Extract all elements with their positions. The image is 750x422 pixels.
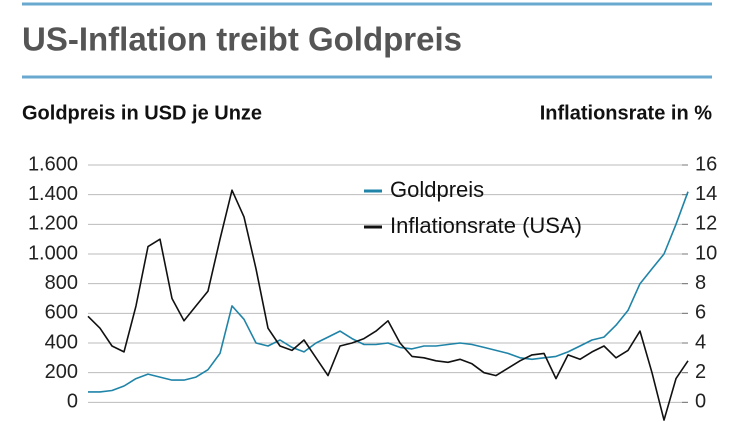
y-tick-label: 1.400: [28, 183, 78, 205]
y-tick-label: 1.600: [28, 153, 78, 175]
y-tick-label: 1.000: [28, 242, 78, 264]
series-line: [88, 191, 689, 393]
legend-label: Goldpreis: [390, 177, 484, 202]
y2-tick-label: 6: [695, 302, 706, 324]
y2-tick-label: 0: [695, 391, 706, 413]
y2-axis-title: Inflationsrate in %: [540, 102, 712, 124]
y-tick-label: 0: [67, 391, 78, 413]
y2-tick-label: 16: [695, 153, 717, 175]
y2-tick-label: 12: [695, 213, 717, 235]
y2-tick-label: 14: [695, 183, 717, 205]
y2-tick-label: 8: [695, 272, 706, 294]
y-tick-label: 600: [45, 302, 78, 324]
series-line: [87, 189, 689, 421]
y-tick-label: 400: [45, 331, 78, 353]
y-tick-label: 1.200: [28, 213, 78, 235]
y2-tick-label: 4: [695, 331, 706, 353]
y2-tick-label: 2: [695, 361, 706, 383]
legend-label: Inflationsrate (USA): [390, 213, 582, 238]
y2-tick-label: -2: [695, 420, 713, 422]
y-axis-title: Goldpreis in USD je Unze: [22, 102, 262, 124]
y-tick-label: 200: [45, 361, 78, 383]
y-tick-label: 800: [45, 272, 78, 294]
y2-tick-label: 10: [695, 242, 717, 264]
chart-title: US-Inflation treibt Goldpreis: [22, 21, 462, 58]
